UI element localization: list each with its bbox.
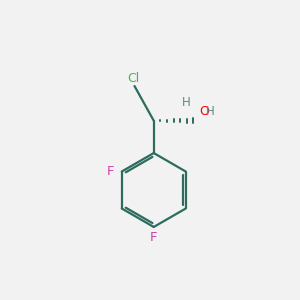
Text: F: F <box>150 231 158 244</box>
Text: F: F <box>106 165 114 178</box>
Text: H: H <box>182 97 190 110</box>
Text: H: H <box>206 105 214 118</box>
Text: Cl: Cl <box>128 72 140 85</box>
Text: O: O <box>199 105 209 118</box>
